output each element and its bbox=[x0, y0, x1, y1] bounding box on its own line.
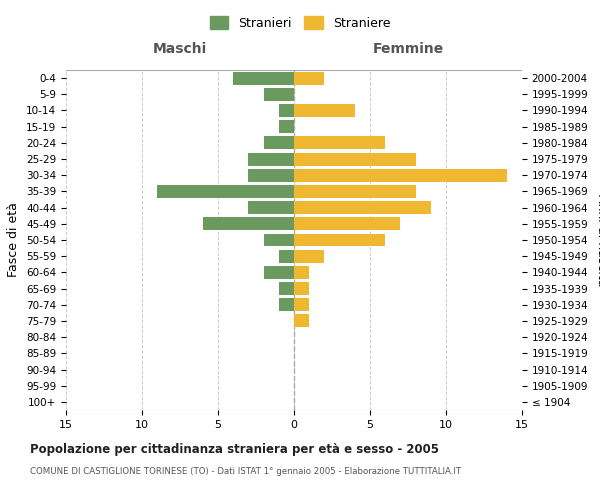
Bar bbox=[294, 169, 507, 181]
Bar bbox=[279, 298, 294, 311]
Bar bbox=[294, 266, 309, 279]
Bar bbox=[294, 218, 400, 230]
Y-axis label: Anni di nascita: Anni di nascita bbox=[595, 194, 600, 286]
Bar bbox=[248, 201, 294, 214]
Bar bbox=[248, 169, 294, 181]
Bar bbox=[294, 136, 385, 149]
Bar bbox=[233, 72, 294, 85]
Bar bbox=[279, 120, 294, 133]
Bar bbox=[279, 250, 294, 262]
Bar bbox=[279, 104, 294, 117]
Bar bbox=[294, 72, 325, 85]
Bar bbox=[263, 266, 294, 279]
Bar bbox=[294, 282, 309, 295]
Text: Popolazione per cittadinanza straniera per età e sesso - 2005: Popolazione per cittadinanza straniera p… bbox=[30, 442, 439, 456]
Bar bbox=[263, 88, 294, 101]
Bar bbox=[294, 298, 309, 311]
Y-axis label: Fasce di età: Fasce di età bbox=[7, 202, 20, 278]
Bar bbox=[279, 282, 294, 295]
Bar bbox=[203, 218, 294, 230]
Bar bbox=[294, 185, 416, 198]
Bar bbox=[157, 185, 294, 198]
Bar bbox=[263, 234, 294, 246]
Bar bbox=[294, 201, 431, 214]
Bar bbox=[263, 136, 294, 149]
Bar bbox=[294, 314, 309, 328]
Bar bbox=[248, 152, 294, 166]
Legend: Stranieri, Straniere: Stranieri, Straniere bbox=[205, 11, 395, 35]
Text: Maschi: Maschi bbox=[153, 42, 207, 56]
Bar bbox=[294, 104, 355, 117]
Bar bbox=[294, 152, 416, 166]
Text: Femmine: Femmine bbox=[373, 42, 443, 56]
Bar bbox=[294, 234, 385, 246]
Bar bbox=[294, 250, 325, 262]
Text: COMUNE DI CASTIGLIONE TORINESE (TO) - Dati ISTAT 1° gennaio 2005 - Elaborazione : COMUNE DI CASTIGLIONE TORINESE (TO) - Da… bbox=[30, 468, 461, 476]
